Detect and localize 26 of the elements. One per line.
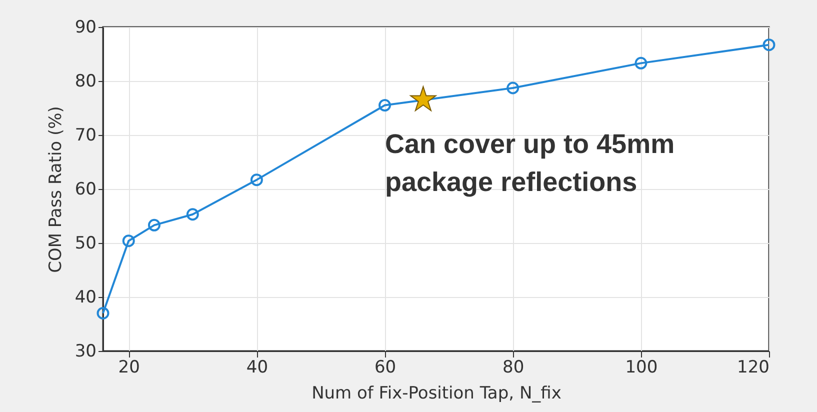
x-axis-title: Num of Fix-Position Tap, N_fix bbox=[312, 384, 562, 404]
point bbox=[762, 38, 776, 52]
y-tick-label: 60 bbox=[74, 180, 96, 200]
point bbox=[122, 234, 135, 248]
point bbox=[148, 218, 160, 232]
x-tick-label: 100 bbox=[625, 358, 658, 378]
y-axis-title: COM Pass Ratio (%) bbox=[46, 106, 66, 273]
x-tick-label: 60 bbox=[374, 358, 396, 378]
point bbox=[250, 174, 263, 186]
point bbox=[378, 99, 392, 112]
x-tick-label: 80 bbox=[502, 358, 524, 378]
y-tick-label: 30 bbox=[74, 342, 96, 362]
annotation: Can cover up to 45mm package reflections bbox=[385, 129, 675, 197]
point bbox=[634, 56, 648, 70]
point bbox=[410, 86, 436, 112]
x-tick-label: 20 bbox=[118, 358, 140, 378]
x-tick-label: 120 bbox=[737, 358, 770, 378]
y-tick-label: 90 bbox=[74, 18, 96, 38]
y-tick-label: 70 bbox=[74, 126, 96, 146]
x-tick-label: 40 bbox=[246, 358, 268, 378]
y-tick-label: 80 bbox=[74, 72, 96, 92]
y-tick-label: 40 bbox=[74, 288, 96, 308]
point bbox=[506, 82, 520, 94]
y-tick-label: 50 bbox=[74, 234, 96, 254]
point bbox=[96, 306, 110, 320]
point bbox=[186, 208, 199, 221]
